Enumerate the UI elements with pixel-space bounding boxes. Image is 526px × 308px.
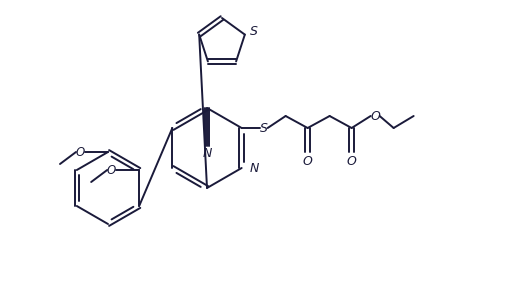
- Text: N: N: [250, 161, 259, 175]
- Text: S: S: [260, 121, 268, 135]
- Text: O: O: [75, 145, 85, 159]
- Text: S: S: [250, 25, 258, 38]
- Text: O: O: [302, 155, 312, 168]
- Text: O: O: [347, 155, 357, 168]
- Text: O: O: [107, 164, 116, 176]
- Text: O: O: [371, 110, 381, 123]
- Text: N: N: [203, 147, 211, 160]
